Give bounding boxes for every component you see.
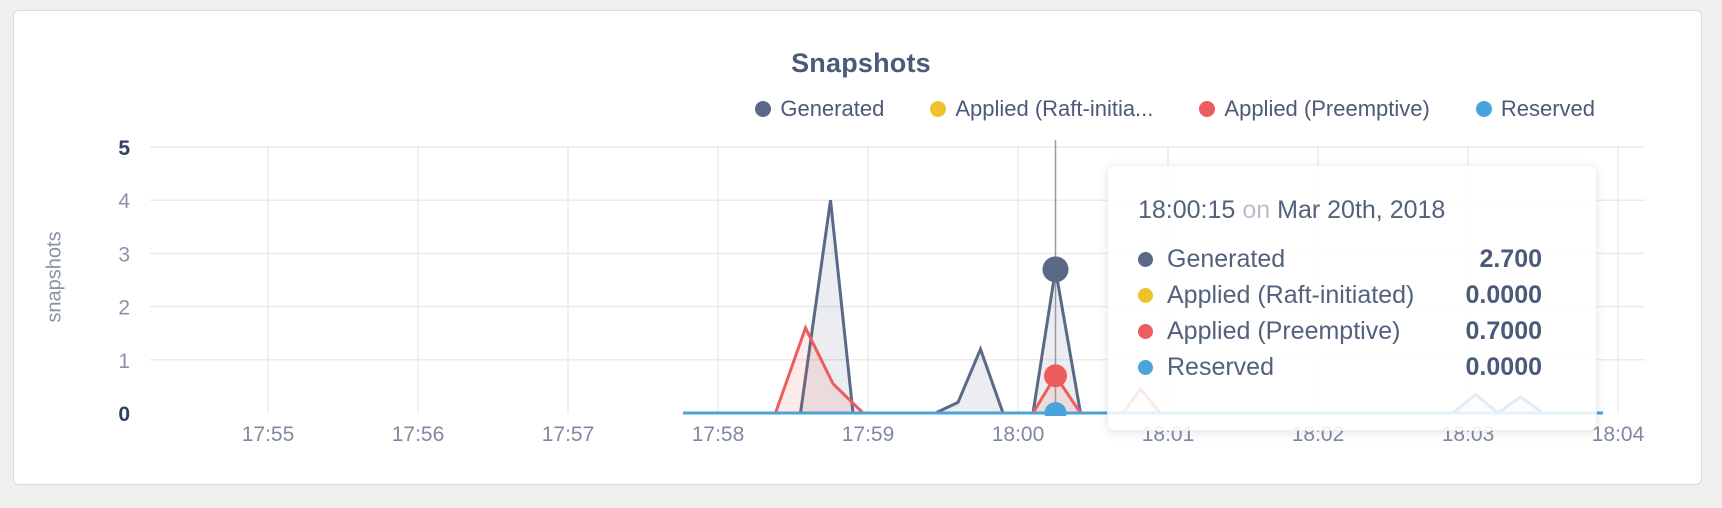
tooltip-row: Applied (Raft-initiated) 0.0000 <box>1138 277 1542 313</box>
reserved-dot-icon <box>1138 359 1153 375</box>
tooltip-row-value: 0.0000 <box>1465 352 1542 381</box>
chart-title: Snapshots <box>791 48 931 78</box>
legend-dot-reserved <box>1475 101 1492 117</box>
generated-dot-icon <box>1138 251 1153 267</box>
tooltip-row-label: Generated <box>1167 244 1286 273</box>
legend-item-applied-raft[interactable]: Applied (Raft-initia... <box>930 96 1153 122</box>
legend-dot-applied-preemptive <box>1199 101 1216 117</box>
applied-preemptive-dot-icon <box>1138 323 1153 339</box>
legend-label: Applied (Raft-initia... <box>955 96 1154 121</box>
legend-label: Applied (Preemptive) <box>1224 96 1430 121</box>
y-axis-tick-label: 0 <box>118 403 130 426</box>
x-axis-tick-label: 17:57 <box>542 423 595 446</box>
tooltip-row-value: 2.700 <box>1479 244 1542 273</box>
y-axis-title: snapshots <box>43 231 66 323</box>
hover-marker <box>1044 402 1067 416</box>
chart-legend: Generated Applied (Raft-initia... Applie… <box>755 96 1595 122</box>
legend-item-reserved[interactable]: Reserved <box>1475 96 1595 122</box>
tooltip-row-label: Applied (Preemptive) <box>1167 316 1401 345</box>
legend-item-applied-preemptive[interactable]: Applied (Preemptive) <box>1199 96 1430 122</box>
x-axis-tick-label: 17:55 <box>242 423 295 446</box>
tooltip-row: Reserved 0.0000 <box>1138 349 1542 385</box>
legend-label: Reserved <box>1500 96 1595 121</box>
y-axis-tick-label: 2 <box>118 297 130 320</box>
y-axis-tick-label: 4 <box>118 190 130 213</box>
x-axis-tick-label: 18:00 <box>992 423 1045 446</box>
legend-item-generated[interactable]: Generated <box>755 96 884 122</box>
x-axis-tick-label: 17:59 <box>842 423 895 446</box>
y-axis-tick-label: 1 <box>118 350 130 373</box>
applied-raft-dot-icon <box>1138 287 1153 303</box>
hover-tooltip: 18:00:15 on Mar 20th, 2018 Generated 2.700… <box>1107 165 1597 431</box>
legend-label: Generated <box>780 96 885 121</box>
tooltip-row: Generated 2.700 <box>1138 241 1542 277</box>
y-axis-tick-label: 5 <box>118 137 130 160</box>
legend-dot-generated <box>755 101 772 117</box>
x-axis-tick-label: 18:04 <box>1592 423 1645 446</box>
tooltip-conjunction: on <box>1242 196 1271 224</box>
hover-marker <box>1042 256 1069 283</box>
tooltip-header: 18:00:15 on Mar 20th, 2018 <box>1138 196 1542 225</box>
x-axis-tick-label: 17:58 <box>692 423 745 446</box>
tooltip-row: Applied (Preemptive) 0.7000 <box>1138 313 1542 349</box>
legend-dot-applied-raft <box>930 101 947 117</box>
tooltip-time: 18:00:15 <box>1138 196 1236 224</box>
tooltip-date: Mar 20th, 2018 <box>1277 196 1446 224</box>
y-axis-tick-label: 3 <box>118 243 130 266</box>
tooltip-row-value: 0.7000 <box>1465 316 1542 345</box>
hover-marker <box>1044 364 1067 388</box>
tooltip-row-label: Reserved <box>1167 352 1274 381</box>
tooltip-row-value: 0.0000 <box>1465 280 1542 309</box>
tooltip-row-label: Applied (Raft-initiated) <box>1167 280 1415 309</box>
x-axis-tick-label: 17:56 <box>392 423 445 446</box>
